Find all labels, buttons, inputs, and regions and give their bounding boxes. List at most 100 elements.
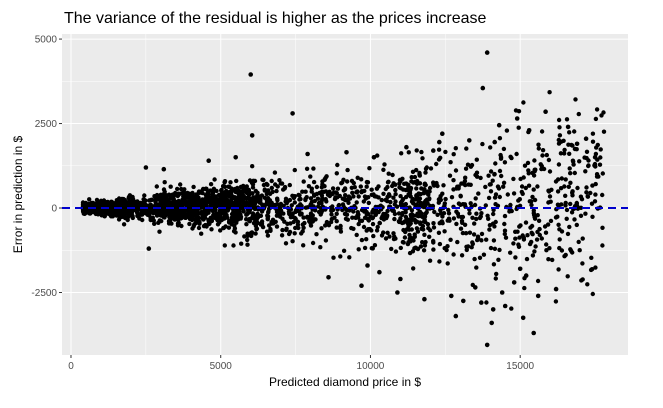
cloud-point bbox=[475, 234, 481, 239]
cloud-point bbox=[286, 209, 292, 214]
cloud-point bbox=[93, 211, 99, 217]
cloud-point bbox=[376, 209, 381, 215]
cloud-point bbox=[410, 249, 416, 254]
cloud-point bbox=[323, 223, 328, 228]
data-point bbox=[553, 286, 559, 292]
cloud-point bbox=[188, 203, 194, 208]
cloud-point bbox=[399, 151, 404, 156]
cloud-point bbox=[322, 177, 327, 182]
cloud-point bbox=[580, 277, 585, 282]
cloud-point bbox=[408, 187, 413, 192]
data-point bbox=[404, 144, 409, 150]
cloud-point bbox=[214, 188, 219, 194]
cloud-point bbox=[334, 219, 339, 224]
data-point bbox=[146, 246, 152, 251]
cloud-point bbox=[492, 224, 497, 229]
cloud-point bbox=[486, 216, 491, 221]
cloud-point bbox=[252, 220, 257, 226]
cloud-point bbox=[483, 203, 488, 208]
cloud-point bbox=[537, 226, 542, 232]
cloud-point bbox=[261, 182, 267, 188]
cloud-point bbox=[547, 246, 552, 251]
cloud-point bbox=[169, 203, 174, 208]
cloud-point bbox=[474, 174, 480, 179]
cloud-point bbox=[553, 299, 559, 304]
cloud-point bbox=[223, 209, 228, 214]
cloud-point bbox=[265, 196, 271, 201]
cloud-point bbox=[338, 229, 344, 234]
cloud-point bbox=[238, 214, 244, 219]
cloud-point bbox=[293, 208, 299, 213]
cloud-point bbox=[418, 220, 423, 225]
cloud-point bbox=[523, 185, 528, 191]
cloud-point bbox=[272, 170, 278, 175]
cloud-point bbox=[518, 176, 523, 182]
data-point bbox=[233, 155, 238, 160]
cloud-point bbox=[589, 255, 594, 260]
data-point bbox=[440, 131, 445, 136]
cloud-point bbox=[356, 247, 361, 252]
cloud-point bbox=[333, 195, 338, 200]
cloud-point bbox=[407, 191, 412, 196]
cloud-point bbox=[556, 267, 561, 272]
cloud-point bbox=[398, 245, 403, 251]
chart-title: The variance of the residual is higher a… bbox=[64, 10, 487, 27]
cloud-point bbox=[127, 194, 132, 200]
cloud-point bbox=[381, 217, 387, 222]
cloud-point bbox=[274, 209, 280, 215]
x-axis-title: Predicted diamond price in $ bbox=[269, 375, 421, 389]
cloud-point bbox=[428, 166, 434, 171]
cloud-point bbox=[390, 183, 395, 189]
cloud-point bbox=[427, 234, 432, 239]
cloud-point bbox=[253, 188, 258, 194]
cloud-point bbox=[566, 184, 571, 189]
cloud-point bbox=[330, 186, 336, 191]
cloud-point bbox=[415, 229, 421, 234]
cloud-point bbox=[474, 265, 479, 270]
cloud-point bbox=[355, 175, 360, 180]
cloud-point bbox=[431, 247, 436, 252]
cloud-point bbox=[374, 228, 380, 233]
cloud-point bbox=[585, 282, 590, 287]
cloud-point bbox=[366, 211, 371, 217]
cloud-point bbox=[256, 213, 261, 218]
cloud-point bbox=[329, 208, 334, 213]
cloud-point bbox=[273, 219, 278, 224]
cloud-point bbox=[419, 149, 424, 155]
cloud-point bbox=[376, 195, 381, 200]
cloud-point bbox=[559, 229, 565, 234]
cloud-point bbox=[265, 182, 270, 187]
cloud-point bbox=[517, 203, 523, 208]
cloud-point bbox=[543, 230, 549, 235]
cloud-point bbox=[381, 167, 386, 172]
cloud-point bbox=[578, 213, 584, 218]
cloud-point bbox=[401, 240, 406, 245]
cloud-point bbox=[458, 194, 463, 199]
cloud-point bbox=[234, 178, 239, 184]
cloud-point bbox=[317, 190, 322, 196]
cloud-point bbox=[451, 252, 456, 257]
cloud-point bbox=[296, 192, 301, 198]
data-point bbox=[449, 293, 454, 299]
cloud-point bbox=[389, 246, 394, 252]
cloud-point bbox=[454, 209, 459, 214]
cloud-point bbox=[565, 231, 571, 237]
cloud-point bbox=[559, 176, 564, 181]
cloud-point bbox=[496, 257, 501, 262]
cloud-point bbox=[443, 196, 448, 202]
cloud-point bbox=[157, 229, 162, 234]
cloud-point bbox=[585, 194, 591, 199]
cloud-point bbox=[403, 194, 409, 200]
cloud-point bbox=[414, 148, 419, 153]
cloud-point bbox=[533, 167, 538, 172]
data-point bbox=[523, 273, 529, 278]
cloud-point bbox=[484, 300, 489, 305]
cloud-point bbox=[350, 215, 355, 220]
cloud-point bbox=[563, 193, 568, 198]
cloud-point bbox=[381, 230, 386, 235]
cloud-point bbox=[436, 200, 441, 205]
cloud-point bbox=[434, 161, 439, 167]
cloud-point bbox=[448, 237, 453, 242]
y-axis-title: Error in prediction in $ bbox=[11, 135, 25, 253]
cloud-point bbox=[600, 171, 605, 176]
